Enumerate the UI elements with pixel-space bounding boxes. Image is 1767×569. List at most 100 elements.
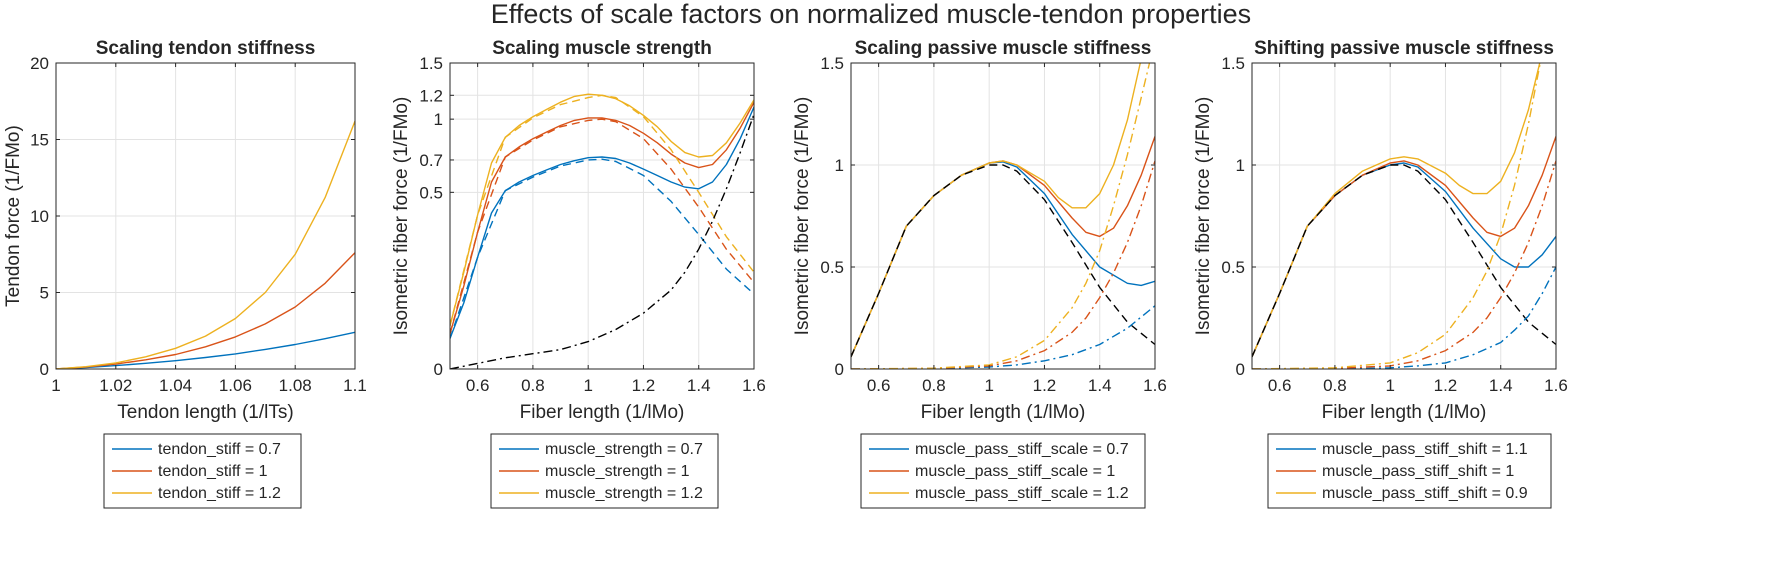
y-tick-label: 0 (1236, 360, 1245, 379)
y-tick-label: 15 (30, 131, 49, 150)
series-line-5 (851, 305, 1155, 369)
x-axis-label: Fiber length (1/lMo) (1322, 402, 1487, 423)
x-tick-label: 0.8 (1323, 376, 1347, 395)
chart-panel-4: 0.6 0.8 1 1.2 1.4 1.6 0 0.5 1 1.5 Shifting passive… (1193, 38, 1568, 509)
axes-box (449, 62, 755, 370)
series-line-7 (851, 63, 1151, 369)
legend-entry: muscle_pass_stiff_scale = 1 (915, 463, 1115, 480)
y-tick-label: 1 (1236, 156, 1245, 175)
y-tick-label: 0 (40, 360, 49, 379)
x-tick-label: 1.4 (1088, 376, 1112, 395)
series-line-2 (56, 252, 355, 369)
y-axis-label: Isometric fiber force (1/FMo) (1193, 97, 1214, 336)
x-tick-label: 0.8 (922, 376, 946, 395)
y-axis-label: Isometric fiber force (1/FMo) (391, 97, 412, 336)
legend-entry: muscle_pass_stiff_scale = 1.2 (915, 485, 1129, 502)
series-line-1 (1252, 162, 1556, 358)
legend-entry: muscle_pass_stiff_shift = 1 (1322, 463, 1514, 480)
x-tick-label: 1.08 (279, 376, 312, 395)
series-line-2 (851, 136, 1155, 358)
series-line-2 (450, 101, 754, 334)
series-line-5 (450, 118, 754, 334)
series-line-4 (1252, 164, 1556, 358)
x-tick-label: 1.4 (687, 376, 711, 395)
x-tick-label: 1 (51, 376, 60, 395)
legend-entry: muscle_pass_stiff_scale = 0.7 (915, 441, 1129, 458)
series-line-7 (450, 113, 754, 369)
x-tick-label: 0.6 (1268, 376, 1292, 395)
y-tick-label: 1.5 (820, 54, 844, 73)
x-tick-label: 0.6 (466, 376, 490, 395)
y-tick-label: 0.5 (820, 258, 844, 277)
legend-entry: tendon_stiff = 1.2 (158, 485, 281, 502)
legend-entry: muscle_strength = 0.7 (545, 441, 703, 458)
series-line-1 (851, 161, 1155, 358)
legend-entry: muscle_strength = 1 (545, 463, 690, 480)
series-line-6 (851, 160, 1155, 369)
y-tick-label: 0.5 (419, 183, 443, 202)
y-tick-label: 1 (835, 156, 844, 175)
series-line-7 (1252, 63, 1541, 369)
y-tick-label: 10 (30, 207, 49, 226)
x-axis-label: Fiber length (1/lMo) (520, 402, 685, 423)
legend: muscle_pass_stiff_scale = 0.7 muscle_pass… (860, 433, 1146, 509)
x-tick-label: 1.6 (742, 376, 766, 395)
legend: muscle_pass_stiff_shift = 1.1 muscle_pass… (1267, 433, 1552, 509)
series-line-3 (56, 120, 355, 369)
series-line-1 (450, 106, 754, 339)
chart-title: Scaling passive muscle stiffness (855, 38, 1152, 59)
x-tick-label: 1.4 (1489, 376, 1513, 395)
x-tick-label: 1.02 (99, 376, 132, 395)
series-line-6 (450, 94, 754, 326)
legend: tendon_stiff = 0.7 tendon_stiff = 1 tendon… (103, 433, 302, 509)
series-line-5 (1252, 266, 1556, 369)
x-tick-label: 1.2 (1434, 376, 1458, 395)
chart-title: Scaling tendon stiffness (96, 38, 316, 59)
x-axis-label: Fiber length (1/lMo) (921, 402, 1086, 423)
y-axis-label: Tendon force (1/FMo) (3, 125, 24, 307)
legend-box (860, 433, 1146, 509)
chart-panel-2: 0.6 0.8 1 1.2 1.4 1.6 0 0.5 0.7 1 1.2 1.5 Scaling mu… (391, 38, 766, 509)
chart-title: Scaling muscle strength (492, 38, 712, 59)
axes-box (1251, 62, 1557, 370)
chart-title: Shifting passive muscle stiffness (1254, 38, 1554, 59)
series-line-4 (450, 158, 754, 339)
legend-entry: muscle_pass_stiff_shift = 1.1 (1322, 441, 1528, 458)
x-tick-label: 0.6 (867, 376, 891, 395)
y-tick-label: 1.2 (419, 86, 443, 105)
x-axis-label: Tendon length (1/lTs) (117, 402, 293, 423)
series-line-3 (1252, 63, 1541, 358)
chart-panel-3: 0.6 0.8 1 1.2 1.4 1.6 0 0.5 1 1.5 Scaling passive … (792, 38, 1167, 509)
y-tick-label: 5 (40, 284, 49, 303)
x-tick-label: 1.06 (219, 376, 252, 395)
figure-title: Effects of scale factors on normalized m… (491, 0, 1251, 29)
legend-entry: muscle_strength = 1.2 (545, 485, 703, 502)
legend-entry: muscle_pass_stiff_shift = 0.9 (1322, 485, 1528, 502)
series-line-4 (851, 164, 1155, 358)
y-tick-label: 1 (434, 110, 443, 129)
legend-entry: tendon_stiff = 0.7 (158, 441, 281, 458)
x-tick-label: 1.6 (1544, 376, 1568, 395)
chart-panel-1: 1 1.02 1.04 1.06 1.08 1.1 0 5 10 15 20 Scaling tend… (3, 38, 367, 509)
y-tick-label: 0 (835, 360, 844, 379)
y-axis-label: Isometric fiber force (1/FMo) (792, 97, 813, 336)
x-tick-label: 1.6 (1143, 376, 1167, 395)
y-tick-label: 1.5 (419, 54, 443, 73)
y-tick-label: 1.5 (1221, 54, 1245, 73)
x-tick-label: 1.2 (632, 376, 656, 395)
x-tick-label: 1 (984, 376, 993, 395)
series-line-3 (450, 93, 754, 326)
x-tick-label: 1 (583, 376, 592, 395)
series-line-2 (1252, 136, 1556, 358)
x-tick-label: 1.2 (1033, 376, 1057, 395)
x-tick-label: 1 (1385, 376, 1394, 395)
axes-box (850, 62, 1156, 370)
x-tick-label: 1.1 (343, 376, 367, 395)
series-line-3 (851, 63, 1141, 358)
legend-entry: tendon_stiff = 1 (158, 463, 268, 480)
x-tick-label: 0.8 (521, 376, 545, 395)
y-tick-label: 0.5 (1221, 258, 1245, 277)
y-tick-label: 20 (30, 54, 49, 73)
x-tick-label: 1.04 (159, 376, 192, 395)
